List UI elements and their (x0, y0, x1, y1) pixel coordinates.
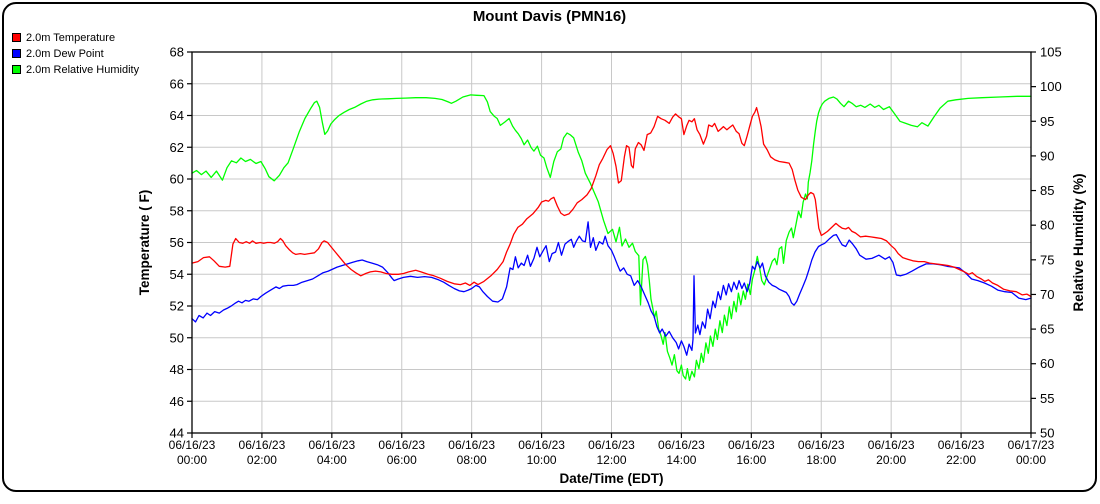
y-right-tick-label: 50 (1040, 426, 1054, 441)
x-tick-time-label: 00:00 (177, 453, 207, 467)
x-tick-date-label: 06/16/23 (518, 438, 565, 452)
legend-label-temperature: 2.0m Temperature (26, 31, 116, 44)
x-tick-date-label: 06/16/23 (728, 438, 775, 452)
y-right-tick-label: 105 (1040, 45, 1062, 60)
x-tick-date-label: 06/16/23 (448, 438, 495, 452)
legend-item-dew-point: 2.0m Dew Point (12, 46, 139, 61)
x-tick-time-label: 10:00 (527, 453, 557, 467)
chart-frame: Mount Davis (PMN16) 2.0m Temperature 2.0… (2, 2, 1097, 492)
x-tick-time-label: 18:00 (806, 453, 836, 467)
y-right-tick-label: 90 (1040, 148, 1054, 163)
x-tick-date-label: 06/16/23 (868, 438, 915, 452)
series-line-relative-humidity (191, 94, 1032, 382)
y-left-tick-label: 52 (170, 299, 184, 314)
x-tick-date-label: 06/16/23 (239, 438, 286, 452)
y-left-tick-label: 44 (170, 426, 184, 441)
y-left-tick-label: 46 (170, 394, 184, 409)
x-tick-time-label: 06:00 (387, 453, 417, 467)
dew-point-swatch-icon (12, 49, 21, 58)
legend-label-dew-point: 2.0m Dew Point (26, 47, 104, 60)
plot-svg: 44 46 48 50 52 54 56 58 60 62 64 66 68 50 55 60 65 70 75 80… (137, 45, 1086, 487)
y-axis-right: 50 55 60 65 70 75 80 85 90 95 100 105 (1031, 45, 1062, 441)
x-tick-time-label: 00:00 (1016, 453, 1046, 467)
y-left-tick-label: 66 (170, 76, 184, 91)
y-left-tick-label: 50 (170, 330, 184, 345)
relative-humidity-swatch-icon (12, 65, 21, 74)
x-tick-date-label: 06/16/23 (588, 438, 635, 452)
y-right-tick-label: 60 (1040, 356, 1054, 371)
x-tick-date-label: 06/16/23 (378, 438, 425, 452)
y-right-tick-label: 55 (1040, 391, 1054, 406)
x-tick-date-label: 06/16/23 (938, 438, 985, 452)
x-tick-time-label: 12:00 (596, 453, 626, 467)
y-left-tick-label: 64 (170, 108, 184, 123)
y-right-tick-label: 80 (1040, 218, 1054, 233)
y-left-tick-label: 56 (170, 235, 184, 250)
chart-title: Mount Davis (PMN16) (472, 8, 627, 25)
y-axis-left: 44 46 48 50 52 54 56 58 60 62 64 66 68 (170, 45, 192, 441)
y-left-tick-label: 68 (170, 45, 184, 60)
y-left-axis-title: Temperature ( F) (137, 190, 152, 296)
legend-item-temperature: 2.0m Temperature (12, 30, 139, 45)
y-left-tick-label: 54 (170, 267, 184, 282)
x-tick-date-label: 06/16/23 (308, 438, 355, 452)
y-right-tick-label: 85 (1040, 183, 1054, 198)
x-tick-time-label: 08:00 (457, 453, 487, 467)
legend-label-relative-humidity: 2.0m Relative Humidity (26, 63, 140, 76)
x-axis: 06/16/2300:0006/16/2302:0006/16/2304:000… (169, 433, 1055, 467)
x-tick-time-label: 16:00 (736, 453, 766, 467)
x-tick-time-label: 14:00 (666, 453, 696, 467)
y-right-tick-label: 75 (1040, 252, 1054, 267)
legend: 2.0m Temperature 2.0m Dew Point 2.0m Rel… (12, 30, 139, 78)
x-tick-date-label: 06/16/23 (658, 438, 705, 452)
series-line-dew-point (191, 221, 1032, 356)
legend-item-relative-humidity: 2.0m Relative Humidity (12, 62, 139, 77)
gridlines (192, 52, 1031, 433)
x-tick-date-label: 06/17/23 (1008, 438, 1055, 452)
x-tick-time-label: 04:00 (317, 453, 347, 467)
y-right-tick-label: 95 (1040, 114, 1054, 129)
x-tick-date-label: 06/16/23 (798, 438, 845, 452)
y-left-tick-label: 62 (170, 140, 184, 155)
y-right-axis-title: Relative Humidity (%) (1071, 173, 1086, 311)
temperature-swatch-icon (12, 33, 21, 42)
x-tick-time-label: 02:00 (247, 453, 277, 467)
y-right-tick-label: 100 (1040, 79, 1062, 94)
series-line-temperature (191, 106, 1032, 298)
x-tick-time-label: 22:00 (946, 453, 976, 467)
y-left-tick-label: 58 (170, 203, 184, 218)
x-tick-date-label: 06/16/23 (169, 438, 216, 452)
y-right-tick-label: 65 (1040, 322, 1054, 337)
y-right-tick-label: 70 (1040, 287, 1054, 302)
x-axis-title: Date/Time (EDT) (559, 471, 663, 486)
y-left-tick-label: 60 (170, 172, 184, 187)
x-tick-time-label: 20:00 (876, 453, 906, 467)
y-left-tick-label: 48 (170, 362, 184, 377)
